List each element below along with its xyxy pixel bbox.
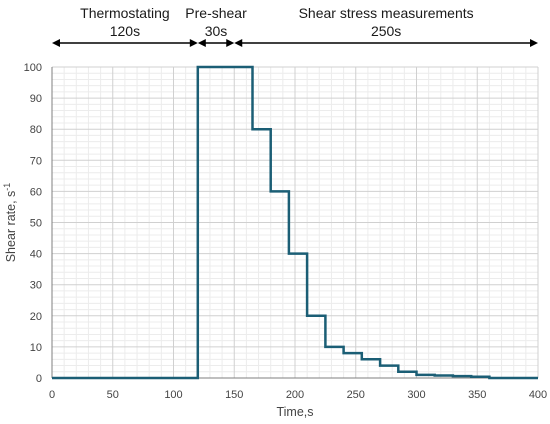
phase-duration: 250s xyxy=(371,23,401,39)
y-tick-label: 90 xyxy=(30,93,42,105)
arrow-left-icon xyxy=(234,39,243,47)
arrow-right-icon xyxy=(530,39,538,47)
arrow-left-icon xyxy=(197,39,206,47)
arrow-right-icon xyxy=(189,39,198,47)
y-tick-label: 30 xyxy=(30,280,42,292)
y-axis-label: Shear rate, s-1 xyxy=(2,183,18,263)
phase-annotation: Thermostating 120s xyxy=(52,5,198,47)
arrow-left-icon xyxy=(52,39,60,47)
x-tick-label: 300 xyxy=(407,389,425,401)
x-tick-label: 50 xyxy=(107,389,119,401)
x-tick-label: 100 xyxy=(164,389,182,401)
y-axis-label-text: Shear rate, s xyxy=(4,191,18,263)
y-tick-label: 80 xyxy=(30,124,42,136)
x-axis-label: Time,s xyxy=(276,405,313,419)
phase-name: Pre-shear xyxy=(185,5,247,21)
phase-annotations: Thermostating 120s Pre-shear 30s Shear stres… xyxy=(52,5,538,47)
y-tick-label: 40 xyxy=(30,249,42,261)
phase-annotation: Shear stress measurements 250s xyxy=(234,5,538,47)
shear-rate-series-line xyxy=(52,65,538,380)
phase-duration: 120s xyxy=(110,23,140,39)
phase-duration: 30s xyxy=(205,23,228,39)
x-tick-label: 200 xyxy=(286,389,304,401)
phase-annotation: Pre-shear 30s xyxy=(185,5,247,47)
x-tick-label: 250 xyxy=(347,389,365,401)
tick-labels: 0 50 100 150 200 250 300 350 400 0 10 20 30 40 50 60 70 8… xyxy=(24,62,548,401)
y-tick-label: 70 xyxy=(30,155,42,167)
x-tick-label: 350 xyxy=(468,389,486,401)
y-tick-label: 100 xyxy=(24,62,42,74)
series-layer xyxy=(52,65,538,380)
y-tick-label: 0 xyxy=(36,373,42,385)
y-tick-label: 60 xyxy=(30,186,42,198)
x-tick-label: 0 xyxy=(49,389,55,401)
x-tick-label: 150 xyxy=(225,389,243,401)
y-tick-label: 50 xyxy=(30,218,42,230)
phase-name: Thermostating xyxy=(80,5,169,21)
y-tick-label: 10 xyxy=(30,342,42,354)
y-tick-label: 20 xyxy=(30,311,42,323)
x-tick-label: 400 xyxy=(529,389,547,401)
arrow-right-icon xyxy=(226,39,235,47)
phase-name: Shear stress measurements xyxy=(299,5,474,21)
y-axis-label-superscript: -1 xyxy=(2,183,12,191)
